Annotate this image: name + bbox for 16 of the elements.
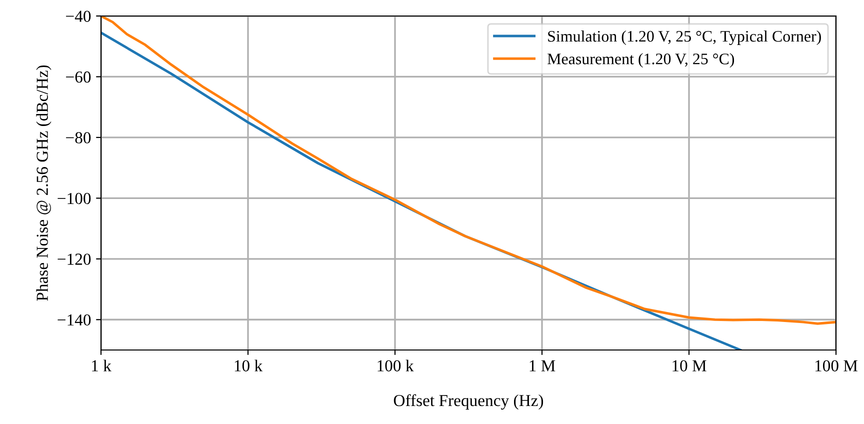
y-tick-label: −100 [58, 192, 91, 204]
legend-label: Simulation (1.20 V, 25 °C, Typical Corner) [548, 30, 821, 45]
y-tick-label: −40 [66, 10, 91, 22]
x-tick-label: 100 M [815, 360, 858, 372]
x-axis-title: Offset Frequency (Hz) [394, 394, 544, 410]
y-axis-title: Phase Noise @ 2.56 GHz (dBc/Hz) [36, 65, 52, 301]
y-tick-label: −60 [66, 71, 91, 83]
y-tick-label: −140 [58, 314, 91, 326]
legend-label: Measurement (1.20 V, 25 °C) [548, 53, 734, 68]
x-tick-label: 10 k [234, 360, 263, 372]
x-tick-label: 1 k [92, 360, 112, 372]
y-tick-label: −120 [58, 254, 91, 265]
x-tick-label: 1 M [530, 360, 556, 372]
x-tick-label: 10 M [672, 360, 706, 372]
y-tick-label: −80 [66, 132, 91, 144]
x-tick-label: 100 k [378, 360, 414, 372]
